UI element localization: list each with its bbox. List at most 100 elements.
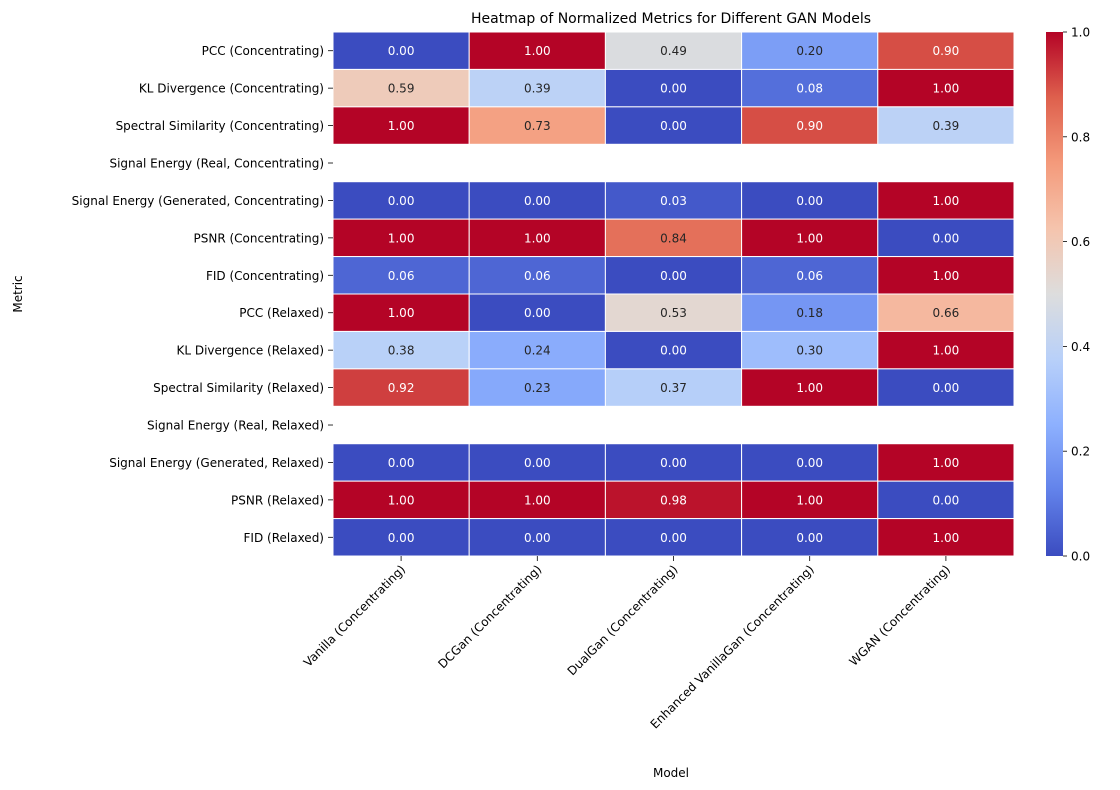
cell-value-label: 0.90 [933, 44, 960, 58]
cell-value-label: 0.90 [796, 119, 823, 133]
cell-value-label: 0.03 [660, 194, 687, 208]
heatmap-cells: 0.00 1.00 0.49 0.20 0.90 0.59 0.39 0.00 0.08 1.00… [332, 31, 1015, 557]
cell-value-label: 0.00 [933, 493, 960, 507]
row-labels: PCC (Concentrating) KL Divergence (Concen… [72, 44, 333, 545]
column-label: WGAN (Concentrating) [846, 562, 953, 669]
heatmap-cell [332, 443, 470, 482]
heatmap-cell [877, 443, 1015, 482]
cell-value-label: 0.00 [660, 531, 687, 545]
column-label: Vanilla (Concentrating) [301, 562, 408, 669]
heatmap-cell [332, 31, 470, 70]
cell-value-label: 1.00 [388, 231, 415, 245]
heatmap-cell [332, 518, 470, 557]
cell-value-label: 0.00 [524, 306, 551, 320]
row-label: Signal Energy (Real, Relaxed) [147, 419, 324, 433]
cell-value-label: 0.00 [660, 119, 687, 133]
cell-value-label: 0.00 [660, 344, 687, 358]
heatmap-cell [604, 106, 743, 145]
cell-value-label: 0.59 [388, 82, 415, 96]
row-label: Signal Energy (Generated, Concentrating) [72, 194, 324, 208]
heatmap-cell [604, 256, 743, 295]
column-label: DualGan (Concentrating) [565, 562, 681, 678]
heatmap-cell [877, 480, 1015, 520]
column-label: Enhanced VanillaGan (Concentrating) [648, 562, 817, 731]
row-label: PCC (Relaxed) [239, 306, 324, 320]
cell-value-label: 0.39 [524, 82, 551, 96]
cell-value-label: 0.39 [933, 119, 960, 133]
heatmap-cell [468, 256, 606, 295]
colorbar-ticks: 0.0 0.2 0.4 0.6 0.8 1.0 [1063, 26, 1090, 564]
heatmap-cell [468, 31, 606, 70]
cell-value-label: 1.00 [933, 269, 960, 283]
colorbar-tick-label: 0.0 [1071, 550, 1090, 564]
heatmap-cell [741, 256, 879, 295]
row-label: Spectral Similarity (Relaxed) [153, 381, 324, 395]
cell-value-label: 0.53 [660, 306, 687, 320]
cell-value-label: 1.00 [933, 531, 960, 545]
cell-value-label: 1.00 [388, 306, 415, 320]
cell-value-label: 0.38 [388, 344, 415, 358]
heatmap-cell [741, 330, 879, 370]
cell-value-label: 1.00 [388, 119, 415, 133]
cell-value-label: 0.23 [524, 381, 551, 395]
heatmap-cell [468, 218, 606, 258]
heatmap-cell [604, 31, 743, 70]
cell-value-label: 0.00 [933, 381, 960, 395]
cell-value-label: 1.00 [933, 82, 960, 96]
cell-value-label: 1.00 [388, 493, 415, 507]
cell-value-label: 0.00 [660, 269, 687, 283]
cell-value-label: 0.06 [388, 269, 415, 283]
heatmap-cell [468, 330, 606, 370]
row-label: PSNR (Concentrating) [193, 231, 324, 245]
row-label: PSNR (Relaxed) [231, 493, 324, 507]
cell-value-label: 0.30 [796, 344, 823, 358]
cell-value-label: 0.00 [524, 194, 551, 208]
cell-value-label: 1.00 [524, 493, 551, 507]
heatmap-cell [877, 368, 1015, 407]
cell-value-label: 0.00 [388, 531, 415, 545]
row-label: KL Divergence (Relaxed) [176, 344, 324, 358]
cell-value-label: 0.00 [933, 231, 960, 245]
heatmap-cell [604, 68, 743, 108]
heatmap-cell [877, 218, 1015, 258]
heatmap-cell [468, 443, 606, 482]
cell-value-label: 0.06 [524, 269, 551, 283]
heatmap-cell [332, 368, 470, 407]
heatmap-cell [468, 181, 606, 220]
cell-value-label: 0.49 [660, 44, 687, 58]
heatmap-cell [604, 368, 743, 407]
cell-value-label: 0.84 [660, 231, 687, 245]
column-labels: Vanilla (Concentrating) DCGan (Concentrat… [301, 556, 953, 731]
cell-value-label: 0.00 [660, 82, 687, 96]
heatmap-cell [741, 106, 879, 145]
cell-value-label: 0.98 [660, 493, 687, 507]
row-label: Signal Energy (Real, Concentrating) [109, 157, 324, 171]
column-label: DCGan (Concentrating) [435, 562, 544, 671]
cell-value-label: 0.20 [796, 44, 823, 58]
row-label: Signal Energy (Generated, Relaxed) [109, 456, 324, 470]
cell-value-label: 0.37 [660, 381, 687, 395]
colorbar-tick-label: 0.6 [1071, 235, 1090, 249]
cell-value-label: 0.24 [524, 344, 551, 358]
colorbar-tick-label: 0.2 [1071, 445, 1090, 459]
cell-value-label: 1.00 [933, 456, 960, 470]
row-label: KL Divergence (Concentrating) [139, 82, 324, 96]
cell-value-label: 1.00 [524, 44, 551, 58]
cell-value-label: 0.00 [388, 456, 415, 470]
colorbar-tick-label: 1.0 [1071, 26, 1090, 40]
cell-value-label: 0.00 [524, 456, 551, 470]
heatmap-cell [332, 480, 470, 520]
heatmap-cell [604, 443, 743, 482]
cell-value-label: 1.00 [796, 493, 823, 507]
cell-value-label: 1.00 [524, 231, 551, 245]
heatmap-cell [604, 480, 743, 520]
heatmap-cell [741, 480, 879, 520]
heatmap-cell [468, 106, 606, 145]
cell-value-label: 0.06 [796, 269, 823, 283]
cell-value-label: 0.08 [796, 82, 823, 96]
heatmap-cell [877, 106, 1015, 145]
row-label: Spectral Similarity (Concentrating) [116, 119, 324, 133]
cell-value-label: 0.18 [796, 306, 823, 320]
cell-value-label: 0.00 [796, 194, 823, 208]
cell-value-label: 1.00 [933, 344, 960, 358]
